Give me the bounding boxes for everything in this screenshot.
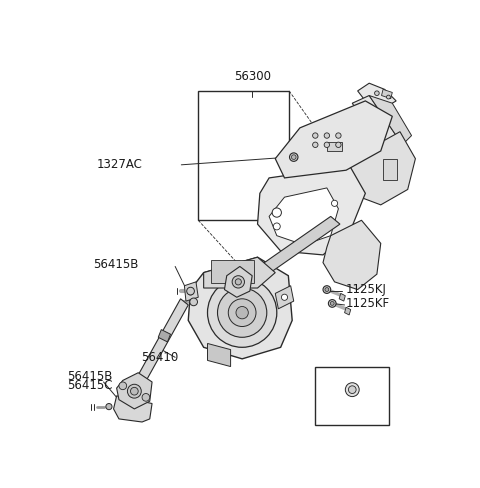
Polygon shape	[275, 285, 294, 309]
Polygon shape	[358, 83, 396, 109]
Circle shape	[142, 393, 150, 401]
Polygon shape	[188, 257, 292, 359]
Polygon shape	[258, 166, 365, 255]
Bar	[383, 159, 397, 180]
Polygon shape	[352, 96, 396, 147]
Text: 86549: 86549	[334, 367, 371, 380]
Circle shape	[187, 287, 194, 295]
Bar	[198, 91, 289, 220]
Bar	[211, 260, 254, 284]
Polygon shape	[342, 132, 415, 205]
Text: 56415B: 56415B	[93, 259, 138, 271]
Polygon shape	[323, 220, 381, 289]
Circle shape	[348, 386, 356, 393]
Circle shape	[131, 387, 138, 395]
Circle shape	[386, 95, 390, 99]
Polygon shape	[204, 257, 275, 288]
Text: 1125KF: 1125KF	[346, 297, 390, 310]
Polygon shape	[207, 344, 230, 366]
Circle shape	[207, 278, 277, 347]
Circle shape	[330, 302, 334, 305]
Polygon shape	[114, 396, 152, 422]
Circle shape	[312, 142, 318, 147]
Text: 1125KJ: 1125KJ	[346, 283, 387, 296]
Circle shape	[332, 200, 337, 206]
Circle shape	[324, 133, 330, 138]
Polygon shape	[158, 329, 170, 342]
Circle shape	[324, 142, 330, 147]
Circle shape	[328, 300, 336, 307]
Circle shape	[336, 133, 341, 138]
Circle shape	[188, 289, 193, 295]
Text: 1327AC: 1327AC	[97, 158, 143, 171]
Circle shape	[289, 153, 298, 162]
Polygon shape	[339, 293, 345, 301]
Text: 56300: 56300	[234, 70, 271, 83]
Polygon shape	[184, 282, 198, 301]
Polygon shape	[117, 373, 152, 409]
Polygon shape	[345, 307, 351, 315]
Circle shape	[281, 294, 288, 300]
Circle shape	[190, 298, 197, 305]
Circle shape	[325, 287, 329, 291]
Circle shape	[374, 91, 379, 96]
Polygon shape	[275, 101, 392, 178]
Polygon shape	[237, 216, 340, 289]
Bar	[315, 366, 389, 425]
Circle shape	[127, 384, 141, 398]
Circle shape	[236, 306, 248, 319]
Circle shape	[273, 223, 280, 230]
Polygon shape	[225, 266, 252, 297]
Circle shape	[235, 279, 241, 285]
Circle shape	[312, 133, 318, 138]
Circle shape	[217, 288, 267, 337]
Bar	[327, 142, 342, 151]
Circle shape	[232, 276, 244, 288]
Polygon shape	[369, 96, 411, 151]
Circle shape	[345, 383, 359, 397]
Text: 56410: 56410	[141, 351, 178, 364]
Polygon shape	[269, 188, 338, 245]
Polygon shape	[134, 299, 188, 388]
Circle shape	[291, 155, 296, 160]
Circle shape	[106, 404, 112, 410]
Circle shape	[228, 299, 256, 326]
Circle shape	[119, 382, 127, 389]
Text: 56415C: 56415C	[67, 379, 113, 392]
Circle shape	[336, 142, 341, 147]
Circle shape	[323, 285, 331, 293]
Circle shape	[272, 208, 281, 217]
Text: 56415B: 56415B	[67, 370, 113, 383]
Polygon shape	[382, 89, 392, 99]
